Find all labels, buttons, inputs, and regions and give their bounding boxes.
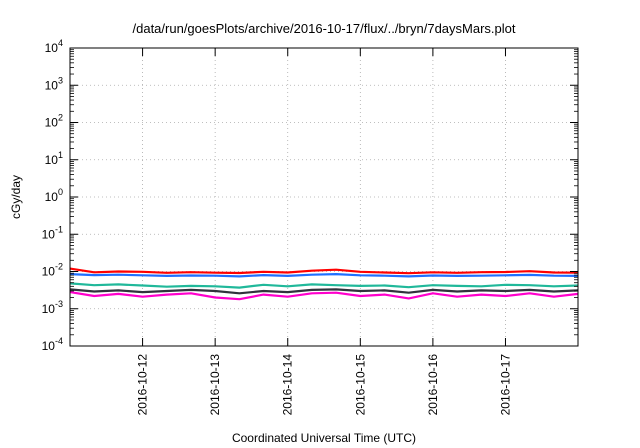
y-axis-label: cGy/day <box>9 175 23 219</box>
x-tick-label: 2016-10-12 <box>136 354 150 416</box>
ticks <box>70 47 578 347</box>
x-tick-label: 2016-10-14 <box>281 354 295 416</box>
x-tick-label: 2016-10-17 <box>498 354 512 416</box>
series-line-4 <box>69 288 579 295</box>
y-tick-label: 10-4 <box>42 336 63 353</box>
y-tick-labels: 10-4 10-3 10-2 10-1 100 101 102 103 104 <box>42 38 63 353</box>
series-line-3 <box>69 282 579 289</box>
series-line-2 <box>69 273 579 278</box>
y-tick-label: 104 <box>45 38 63 55</box>
y-tick-label: 101 <box>45 150 63 167</box>
x-tick-label: 2016-10-15 <box>353 354 367 416</box>
x-axis-label: Coordinated Universal Time (UTC) <box>232 431 416 445</box>
x-tick-label: 2016-10-16 <box>426 354 440 416</box>
x-tick-label: 2016-10-13 <box>208 354 222 416</box>
grid <box>70 48 578 346</box>
y-tick-label: 100 <box>45 187 63 204</box>
series-line-1 <box>69 267 579 275</box>
x-tick-labels: 2016-10-12 2016-10-13 2016-10-14 2016-10-15… <box>136 354 513 416</box>
series-layer <box>69 267 579 301</box>
y-tick-label: 10-3 <box>42 299 63 316</box>
y-tick-label: 10-1 <box>42 224 63 241</box>
chart-title: /data/run/goesPlots/archive/2016-10-17/f… <box>133 21 516 36</box>
y-tick-label: 10-2 <box>42 262 63 279</box>
y-tick-label: 103 <box>45 75 63 92</box>
series-line-5 <box>69 291 579 301</box>
y-tick-label: 102 <box>45 113 63 130</box>
